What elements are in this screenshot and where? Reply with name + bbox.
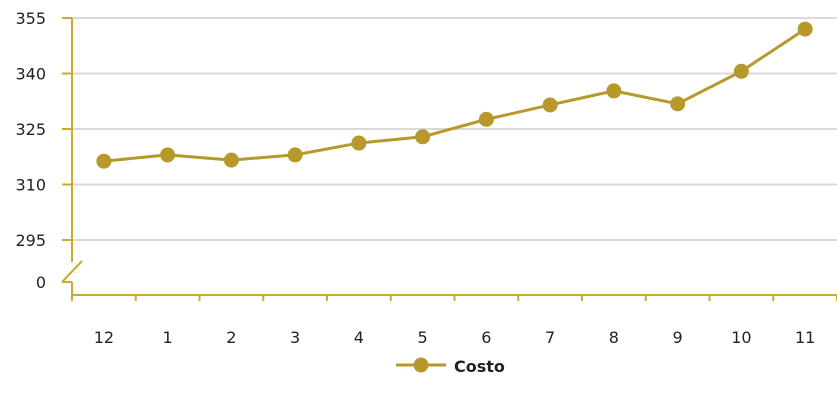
y-tick-label: 325 bbox=[15, 120, 46, 139]
x-tick-label: 1 bbox=[163, 328, 173, 347]
data-point bbox=[606, 83, 622, 99]
data-point bbox=[160, 147, 176, 163]
y-tick-label: 0 bbox=[36, 273, 46, 292]
x-tick-labels: 12 1 2 3 4 5 6 7 8 9 10 11 bbox=[94, 328, 816, 347]
legend-label-costo: Costo bbox=[454, 357, 505, 376]
x-tick-label: 4 bbox=[354, 328, 364, 347]
data-point bbox=[415, 129, 431, 145]
y-tick-label: 340 bbox=[15, 65, 46, 84]
x-tick-label: 9 bbox=[673, 328, 683, 347]
x-tick-label: 11 bbox=[795, 328, 815, 347]
x-tick-label: 8 bbox=[609, 328, 619, 347]
data-point bbox=[478, 111, 494, 127]
data-point bbox=[733, 63, 749, 79]
y-tick-labels: 0 295 310 325 340 355 bbox=[15, 9, 46, 292]
series-line bbox=[103, 27, 806, 163]
data-point bbox=[287, 147, 303, 163]
y-tick-label: 355 bbox=[15, 9, 46, 28]
x-tick-label: 10 bbox=[731, 328, 751, 347]
y-tick-label: 310 bbox=[15, 176, 46, 195]
x-tick-label: 6 bbox=[481, 328, 491, 347]
data-point bbox=[351, 135, 367, 151]
axis-break-icon bbox=[61, 260, 83, 283]
x-tick-label: 2 bbox=[226, 328, 236, 347]
legend: Costo bbox=[396, 357, 505, 376]
series-costo bbox=[96, 21, 813, 169]
data-point bbox=[670, 96, 686, 112]
x-tick-label: 7 bbox=[545, 328, 555, 347]
data-point bbox=[96, 153, 112, 169]
data-point bbox=[223, 152, 239, 168]
legend-point-marker bbox=[413, 357, 429, 373]
y-tick-label: 295 bbox=[15, 231, 46, 250]
x-tick-label: 5 bbox=[418, 328, 428, 347]
axes bbox=[61, 17, 837, 301]
data-point bbox=[797, 21, 813, 37]
x-tick-label: 12 bbox=[94, 328, 114, 347]
x-tick-label: 3 bbox=[290, 328, 300, 347]
data-point bbox=[542, 97, 558, 113]
